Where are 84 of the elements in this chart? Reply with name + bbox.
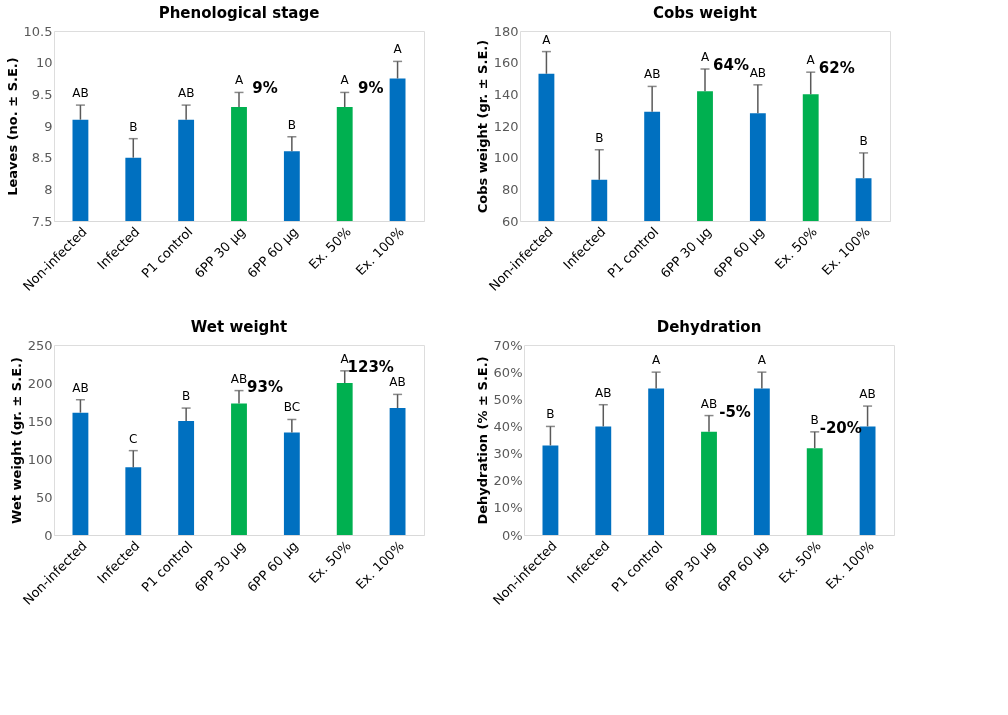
annotation: BC (283, 400, 301, 415)
y-tick-label: 160 (493, 55, 519, 71)
y-tick-label: 0 (44, 527, 53, 543)
y-axis-title: Wet weight (gr. ± S.E.) (8, 357, 24, 524)
annotation: 93% (247, 377, 283, 396)
y-tick-label: 100 (493, 150, 519, 166)
y-tick-label: 20% (493, 473, 523, 489)
annotation: A (806, 53, 816, 68)
bar (231, 403, 247, 535)
y-axis-title: Dehydration (% ± S.E.) (474, 356, 490, 525)
y-tick-label: 250 (27, 337, 53, 353)
bar (648, 388, 665, 535)
annotation: AB (389, 375, 406, 390)
y-tick-label: 7.5 (31, 213, 53, 229)
annotation: 9% (252, 79, 278, 98)
annotation: AB (749, 65, 767, 80)
y-tick-label: 9 (44, 118, 53, 134)
bar (283, 432, 300, 535)
y-tick-label: 200 (27, 375, 53, 391)
y-tick-label: 70% (493, 337, 523, 353)
y-axis-title: Leaves (no. ± S.E.) (4, 57, 20, 196)
annotation: A (700, 50, 710, 64)
y-tick-label: 60% (493, 364, 523, 380)
y-tick-label: 9.5 (31, 86, 53, 102)
y-tick-label: 80 (501, 181, 519, 197)
y-tick-label: 100 (27, 451, 53, 467)
y-tick-label: 150 (27, 413, 53, 429)
bar (336, 383, 353, 535)
y-tick-label: 50 (35, 489, 53, 505)
annotation: AB (643, 67, 661, 82)
annotation: 9% (357, 79, 384, 98)
annotation: A (393, 42, 403, 57)
bar (701, 431, 717, 535)
chart-title: Phenological stage (158, 4, 320, 22)
annotation: C (129, 431, 138, 446)
bar (125, 467, 142, 535)
y-tick-label: 10 (35, 55, 53, 71)
annotation: 64% (713, 56, 749, 74)
annotation: AB (177, 86, 195, 101)
annotation: -5% (719, 402, 751, 421)
annotation: AB (595, 385, 612, 400)
chart-title: Wet weight (190, 318, 288, 336)
annotation: B (129, 119, 138, 134)
annotation: A (757, 353, 767, 368)
y-tick-label: 140 (493, 86, 519, 102)
y-tick-label: 60 (501, 213, 519, 229)
annotation: AB (230, 371, 248, 386)
chart-title: Cobs weight (653, 4, 757, 22)
annotation: AB (72, 380, 89, 395)
annotation: -20% (819, 418, 862, 437)
bar (806, 448, 823, 535)
annotation: B (810, 412, 819, 427)
annotation: A (340, 73, 350, 88)
annotation: 62% (818, 59, 855, 78)
y-tick-label: 120 (493, 118, 519, 134)
annotation: AB (859, 387, 876, 402)
y-tick-label: 50% (493, 391, 523, 407)
chart-title: Dehydration (656, 318, 762, 336)
annotation: B (182, 389, 191, 404)
bar (753, 388, 770, 535)
annotation: B (595, 130, 604, 145)
annotation: A (234, 73, 244, 88)
annotation: B (859, 133, 868, 148)
bar (595, 426, 612, 535)
y-tick-label: 180 (493, 23, 519, 39)
bar (178, 421, 195, 535)
annotation: B (287, 117, 296, 132)
y-tick-label: 40% (493, 418, 523, 434)
y-tick-label: 8 (44, 181, 53, 197)
y-tick-label: 8.5 (31, 150, 53, 166)
annotation: A (652, 353, 662, 368)
annotation: A (542, 32, 552, 47)
y-tick-label: 30% (493, 446, 523, 462)
annotation: B (546, 407, 555, 422)
y-tick-label: 0% (501, 527, 523, 543)
y-tick-label: 10% (493, 500, 523, 516)
annotation: A (340, 351, 350, 366)
bar (389, 408, 406, 535)
y-axis-title: Cobs weight (gr. ± S.E.) (474, 39, 490, 214)
annotation: AB (700, 396, 718, 411)
bar (72, 412, 89, 535)
y-tick-label: 10.5 (23, 23, 53, 39)
bar (542, 445, 559, 535)
annotation: AB (72, 86, 89, 101)
